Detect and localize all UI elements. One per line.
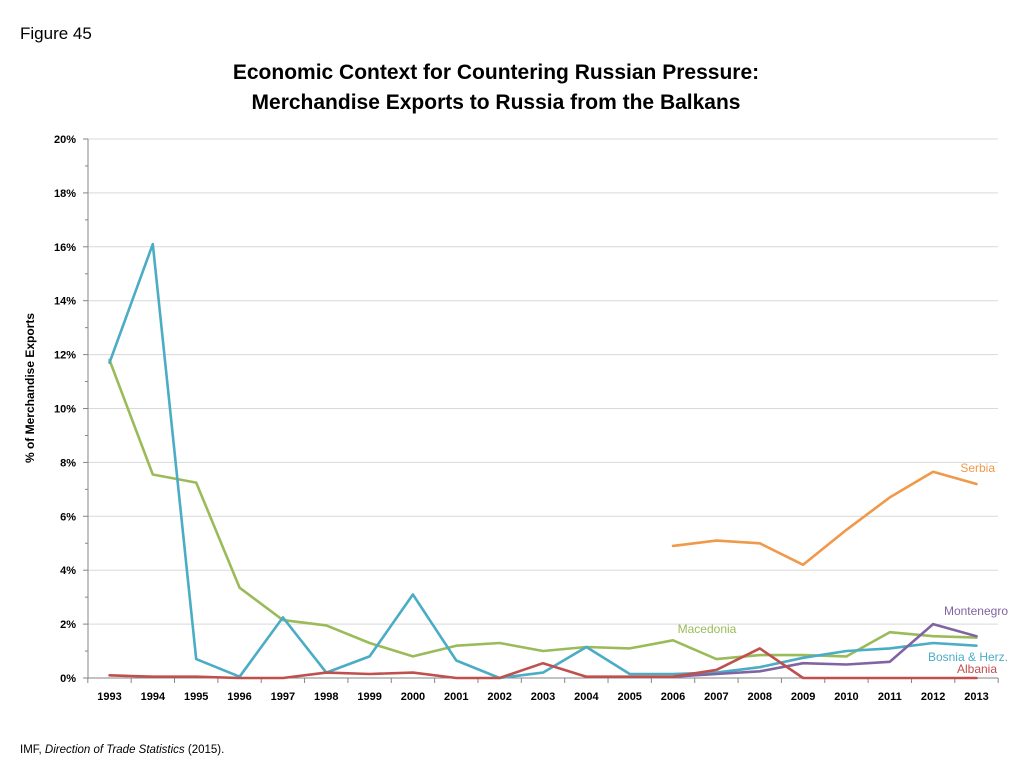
series-line-serbia xyxy=(671,470,978,567)
series-label-albania: Albania xyxy=(957,662,997,676)
y-tick-label: 12% xyxy=(54,350,76,362)
series-label-serbia: Serbia xyxy=(960,461,995,475)
x-tick-label: 2001 xyxy=(444,691,468,703)
y-tick-label: 20% xyxy=(54,134,76,146)
x-tick-label: 2009 xyxy=(791,691,815,703)
x-tick-label: 2004 xyxy=(574,691,599,703)
y-tick-label: 18% xyxy=(54,188,76,200)
x-tick-label: 2013 xyxy=(964,691,988,703)
chart-title-line1: Economic Context for Countering Russian … xyxy=(232,61,760,84)
y-tick-label: 0% xyxy=(60,673,76,685)
series-line-albania xyxy=(108,647,978,680)
chart-title-line2: Merchandise Exports to Russia from the B… xyxy=(251,91,741,114)
x-tick-label: 2012 xyxy=(921,691,945,703)
source-prefix: IMF, xyxy=(20,744,45,756)
x-tick-label: 2000 xyxy=(401,691,425,703)
x-tick-label: 2002 xyxy=(487,691,511,703)
x-tick-label: 2011 xyxy=(878,691,902,703)
series-line-macedonia xyxy=(108,358,978,661)
y-tick-label: 16% xyxy=(54,242,76,254)
x-tick-label: 1993 xyxy=(97,691,121,703)
series-line-bosnia-herz xyxy=(108,242,978,680)
series-label-macedonia: Macedonia xyxy=(678,622,737,636)
y-tick-label: 10% xyxy=(54,404,76,416)
chart-title: Economic Context for Countering Russian … xyxy=(0,58,992,118)
x-tick-label: 1995 xyxy=(184,691,208,703)
series-label-bosnia-herz: Bosnia & Herz. xyxy=(928,650,1008,664)
y-tick-label: 8% xyxy=(60,457,76,469)
x-tick-label: 1994 xyxy=(141,691,166,703)
y-tick-label: 6% xyxy=(60,511,76,523)
x-tick-label: 2008 xyxy=(748,691,772,703)
figure-label: Figure 45 xyxy=(20,24,92,43)
x-tick-label: 2005 xyxy=(617,691,641,703)
source-note: IMF, Direction of Trade Statistics (2015… xyxy=(20,744,224,756)
y-tick-label: 4% xyxy=(60,565,76,577)
x-tick-label: 1998 xyxy=(314,691,338,703)
x-tick-label: 1999 xyxy=(357,691,381,703)
x-tick-label: 2010 xyxy=(834,691,858,703)
y-tick-label: 2% xyxy=(60,619,76,631)
y-tick-label: 14% xyxy=(54,296,76,308)
x-tick-label: 2006 xyxy=(661,691,685,703)
x-tick-label: 2003 xyxy=(531,691,555,703)
series-line-montenegro xyxy=(671,622,978,678)
series-label-montenegro: Montenegro xyxy=(944,604,1008,618)
x-tick-label: 1996 xyxy=(227,691,251,703)
source-suffix: (2015). xyxy=(184,744,225,756)
x-tick-label: 2007 xyxy=(704,691,728,703)
x-tick-label: 1997 xyxy=(271,691,295,703)
source-italic: Direction of Trade Statistics xyxy=(44,744,185,756)
